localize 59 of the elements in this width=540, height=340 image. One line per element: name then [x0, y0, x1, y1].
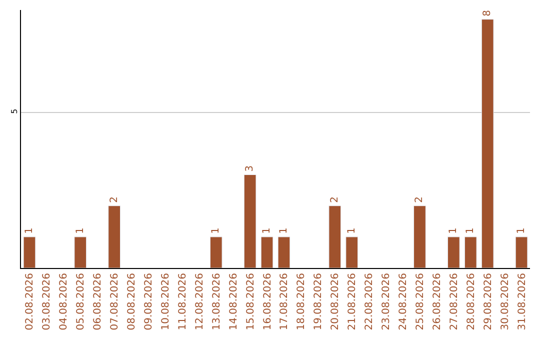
x-tick-label: 31.08.2026	[516, 273, 528, 330]
x-tick-label: 08.08.2026	[126, 273, 138, 330]
x-tick-label: 18.08.2026	[296, 273, 308, 330]
x-tick-label: 20.08.2026	[330, 273, 342, 330]
x-tick-label: 23.08.2026	[381, 273, 392, 330]
x-tick-label: 17.08.2026	[279, 273, 290, 330]
data-label: 2	[108, 196, 120, 203]
x-tick-label: 21.08.2026	[347, 273, 358, 330]
x-tick-label: 02.08.2026	[24, 273, 36, 330]
data-label: 2	[329, 196, 340, 203]
data-label: 1	[465, 228, 476, 234]
bar	[464, 236, 477, 268]
x-tick-label: 26.08.2026	[432, 273, 443, 330]
data-label: 1	[24, 228, 35, 234]
x-tick-label: 07.08.2026	[110, 273, 121, 330]
x-tick-label: 30.08.2026	[500, 273, 511, 330]
data-label: 2	[414, 196, 426, 203]
x-tick-label: 09.08.2026	[144, 273, 154, 330]
data-label: 1	[516, 228, 528, 234]
x-tick-label: 12.08.2026	[194, 273, 206, 330]
x-tick-label: 16.08.2026	[262, 273, 274, 330]
x-tick-label: 19.08.2026	[313, 273, 324, 330]
x-tick-label: 05.08.2026	[76, 273, 87, 330]
x-tick-label: 04.08.2026	[58, 273, 70, 330]
x-tick-label: 06.08.2026	[92, 273, 104, 330]
bar	[346, 236, 358, 268]
bar	[447, 236, 460, 268]
data-label: 1	[278, 228, 290, 234]
y-tick-label: 5	[10, 108, 19, 114]
x-tick-label: 25.08.2026	[414, 273, 426, 330]
data-label: 3	[244, 165, 256, 172]
data-label: 1	[448, 228, 460, 234]
bar	[210, 236, 222, 268]
bar	[481, 19, 494, 268]
x-tick-label: 14.08.2026	[228, 273, 240, 330]
bar	[23, 236, 36, 268]
bar	[74, 236, 87, 268]
bar	[260, 236, 274, 268]
x-tick-label: 22.08.2026	[364, 273, 376, 330]
x-tick-label: 29.08.2026	[482, 273, 494, 330]
data-label: 1	[346, 228, 358, 234]
x-tick-label: 10.08.2026	[160, 273, 172, 330]
x-tick-label: 15.08.2026	[245, 273, 256, 330]
x-tick-label: 24.08.2026	[398, 273, 409, 330]
data-label: 1	[210, 228, 222, 234]
data-label: 8	[482, 10, 494, 16]
x-tick-label: 27.08.2026	[448, 273, 460, 330]
bar	[328, 206, 342, 268]
bar	[414, 206, 426, 268]
bar	[108, 206, 121, 268]
x-tick-label: 13.08.2026	[211, 273, 222, 330]
x-tick-label: 28.08.2026	[466, 273, 477, 330]
bar	[244, 174, 256, 268]
bar	[278, 236, 290, 268]
bar	[515, 236, 528, 268]
data-label: 1	[262, 228, 273, 234]
x-tick-label: 03.08.2026	[42, 273, 53, 330]
x-tick-label: 11.08.2026	[177, 273, 188, 330]
data-label: 1	[74, 228, 86, 234]
